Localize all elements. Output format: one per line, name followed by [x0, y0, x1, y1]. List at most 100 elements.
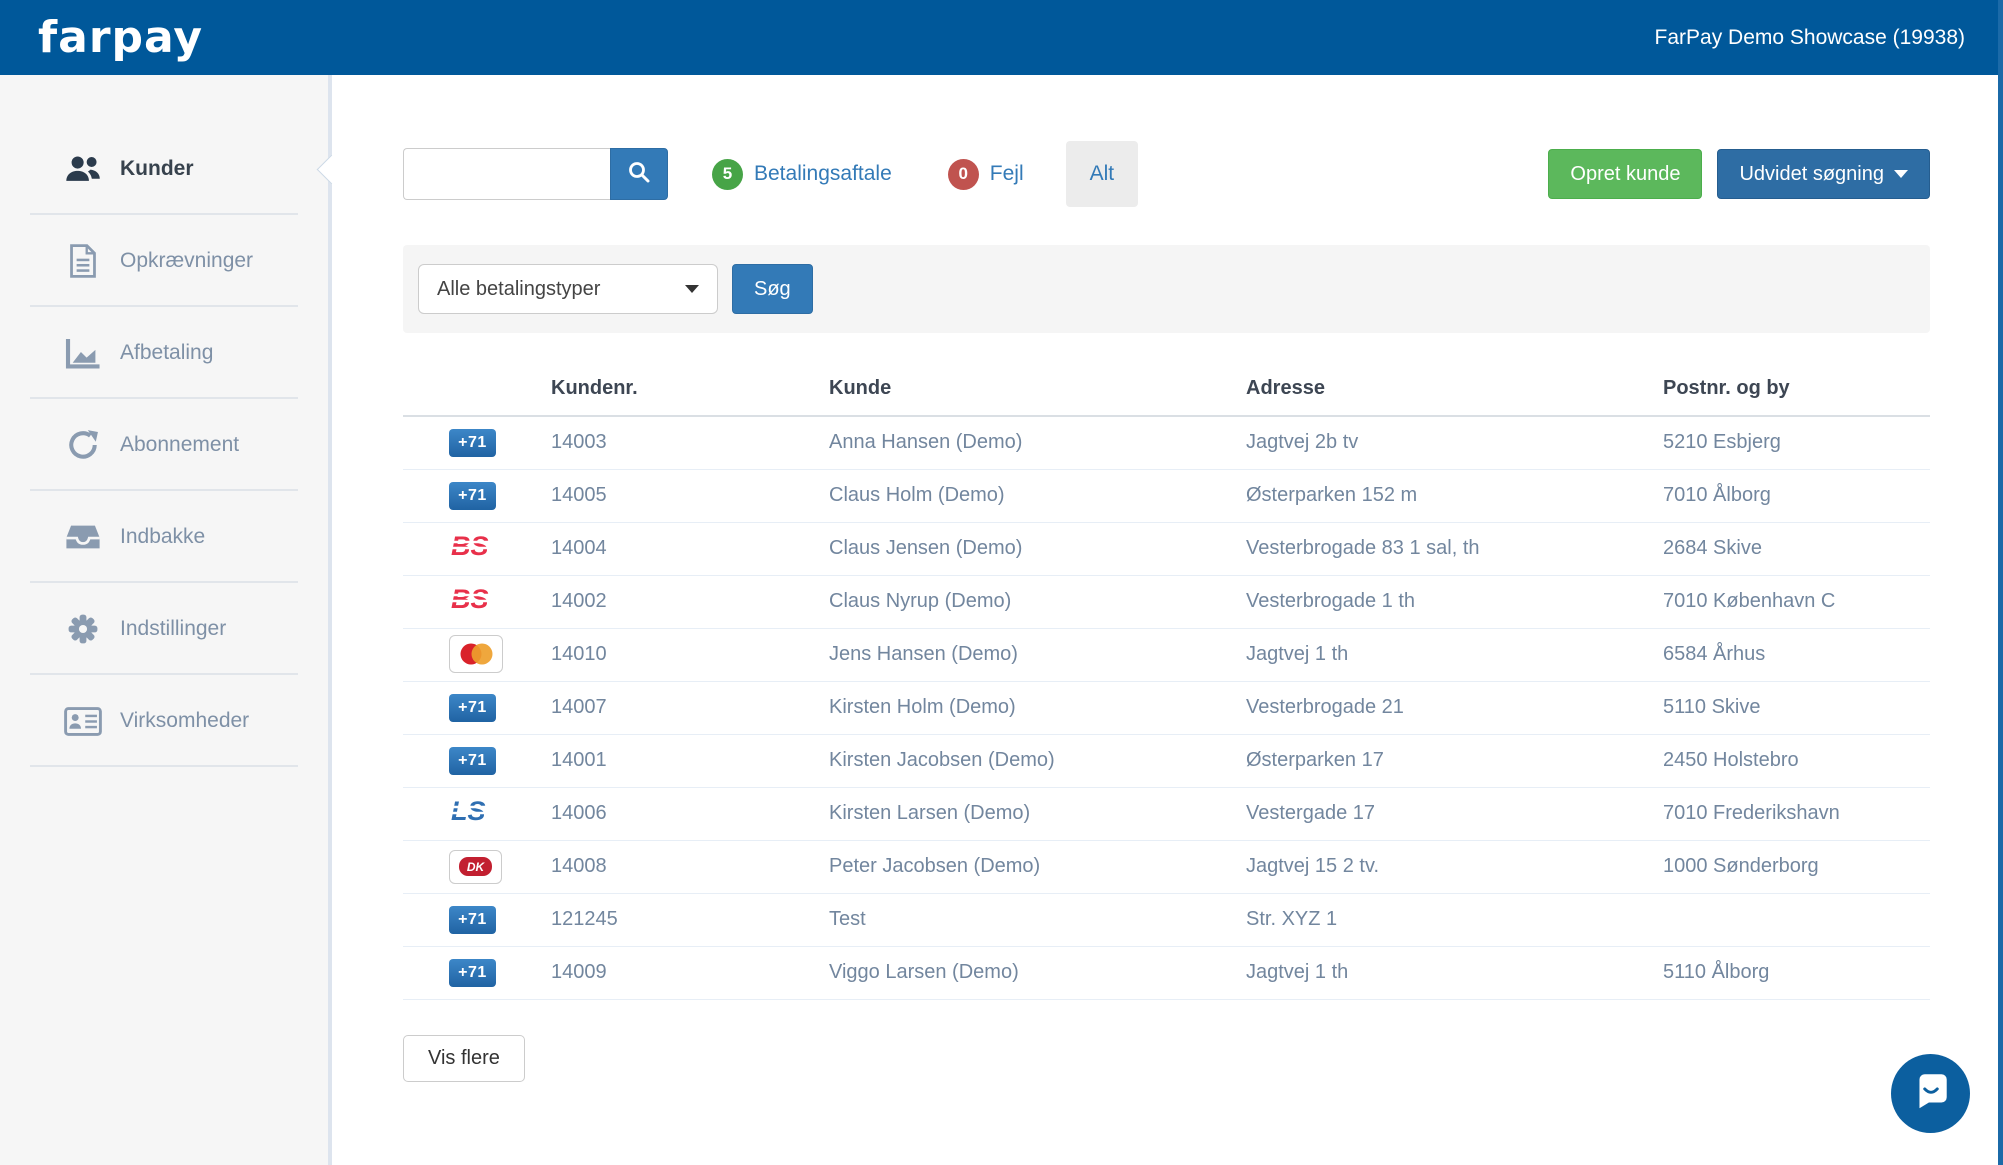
cell-adresse: Jagtvej 1 th [1246, 628, 1663, 682]
payment-type-dankort-icon: DK [403, 840, 551, 894]
cell-postnr: 5210 Esbjerg [1663, 416, 1930, 470]
cell-kunde: Kirsten Larsen (Demo) [829, 787, 1246, 841]
svg-text:BS: BS [451, 531, 489, 561]
sidebar-item-opkrævninger[interactable]: Opkrævninger [0, 215, 328, 307]
sidebar-item-label: Opkrævninger [120, 249, 254, 272]
inbox-icon [60, 523, 106, 551]
filter-search-button[interactable]: Søg [732, 264, 813, 314]
cell-adresse: Vestergade 17 [1246, 787, 1663, 841]
cell-kundenr: 14001 [551, 734, 829, 788]
cell-kunde: Jens Hansen (Demo) [829, 628, 1246, 682]
sidebar-item-label: Indbakke [120, 525, 206, 548]
payment-type-fik71-icon: +71 [403, 893, 551, 947]
customer-table: Kundenr. Kunde Adresse Postnr. og by +71… [403, 363, 1930, 1000]
customer-table-body: +71 14003 Anna Hansen (Demo) Jagtvej 2b tv 5… [403, 416, 1930, 1000]
main-content: 5 Betalingsaftale 0 Fejl Alt Opret kunde… [332, 75, 2003, 1165]
table-row[interactable]: +71 14001 Kirsten Jacobsen (Demo) Østerpark… [403, 734, 1930, 788]
cell-kunde: Viggo Larsen (Demo) [829, 946, 1246, 1000]
payment-type-bs-icon: BS [403, 522, 551, 576]
header-kundenr: Kundenr. [551, 363, 829, 417]
payment-type-bs-icon: BS [403, 575, 551, 629]
cell-adresse: Jagtvej 1 th [1246, 946, 1663, 1000]
sidebar-item-kunder[interactable]: Kunder [0, 123, 347, 215]
cell-kunde: Claus Nyrup (Demo) [829, 575, 1246, 629]
cell-kundenr: 14006 [551, 787, 829, 841]
cell-kunde: Anna Hansen (Demo) [829, 416, 1246, 470]
table-row[interactable]: LS 14006 Kirsten Larsen (Demo) Vestergade … [403, 787, 1930, 841]
tab-all[interactable]: Alt [1065, 141, 1139, 207]
error-count-badge: 0 [947, 158, 979, 190]
error-counter: 0 Fejl [947, 158, 1024, 190]
search-group [403, 148, 668, 200]
toolbar: 5 Betalingsaftale 0 Fejl Alt Opret kunde… [403, 141, 1930, 207]
cell-kunde: Kirsten Holm (Demo) [829, 681, 1246, 735]
cell-kundenr: 14002 [551, 575, 829, 629]
filter-panel: Alle betalingstyper Søg [403, 245, 1930, 333]
sidebar: Kunder Opkrævninger Afbetaling Abonnemen… [0, 75, 347, 1165]
toolbar-right-buttons: Opret kunde Udvidet søgning [1548, 149, 1930, 199]
select-caret-icon [685, 285, 699, 293]
payment-agreement-count-badge: 5 [712, 158, 743, 190]
payment-type-selected: Alle betalingstyper [437, 277, 601, 300]
cell-adresse: Vesterbrogade 1 th [1246, 575, 1663, 629]
cell-postnr: 1000 Sønderborg [1663, 840, 1930, 894]
cell-kundenr: 14003 [551, 416, 829, 470]
table-row[interactable]: +71 14005 Claus Holm (Demo) Østerparken 152… [403, 469, 1930, 523]
table-row[interactable]: +71 14007 Kirsten Holm (Demo) Vesterbrogade… [403, 681, 1930, 735]
payment-type-ls-icon: LS [403, 787, 551, 841]
cell-kundenr: 14008 [551, 840, 829, 894]
table-row[interactable]: DK 14008 Peter Jacobsen (Demo) Jagtvej 15 2… [403, 840, 1930, 894]
farpay-logo[interactable]: farpay [38, 11, 204, 63]
cell-kunde: Claus Holm (Demo) [829, 469, 1246, 523]
show-more-button[interactable]: Vis flere [403, 1034, 525, 1082]
sidebar-item-afbetaling[interactable]: Afbetaling [0, 307, 328, 399]
header-postnr: Postnr. og by [1663, 363, 1930, 417]
header-kunde: Kunde [829, 363, 1246, 417]
payment-agreement-counter: 5 Betalingsaftale [712, 158, 892, 190]
payment-agreement-link[interactable]: Betalingsaftale [754, 162, 892, 185]
cell-postnr: 7010 København C [1663, 575, 1930, 629]
search-icon [627, 160, 651, 189]
sidebar-item-virksomheder[interactable]: Virksomheder [0, 675, 328, 767]
sidebar-item-label: Virksomheder [120, 709, 250, 732]
cell-adresse: Østerparken 17 [1246, 734, 1663, 788]
payment-type-select[interactable]: Alle betalingstyper [418, 264, 718, 314]
cell-kundenr: 14005 [551, 469, 829, 523]
sidebar-item-label: Afbetaling [120, 341, 214, 364]
cell-postnr: 6584 Århus [1663, 628, 1930, 682]
advanced-search-button[interactable]: Udvidet søgning [1717, 149, 1930, 199]
header-adresse: Adresse [1246, 363, 1663, 417]
payment-type-fik71-icon: +71 [403, 734, 551, 788]
cell-postnr: 2684 Skive [1663, 522, 1930, 576]
create-customer-button[interactable]: Opret kunde [1548, 149, 1703, 199]
search-input[interactable] [403, 148, 610, 200]
error-link[interactable]: Fejl [989, 162, 1024, 185]
cell-kundenr: 121245 [551, 893, 829, 947]
payment-type-fik71-icon: +71 [403, 946, 551, 1000]
table-row[interactable]: BS 14002 Claus Nyrup (Demo) Vesterbrogade … [403, 575, 1930, 629]
sidebar-item-abonnement[interactable]: Abonnement [0, 399, 328, 491]
cell-postnr: 5110 Skive [1663, 681, 1930, 735]
cell-kundenr: 14010 [551, 628, 829, 682]
window-edge [1998, 0, 2003, 1165]
chat-bubble-icon [1909, 1069, 1953, 1118]
payment-type-fik71-icon: +71 [403, 416, 551, 470]
chart-icon [60, 338, 106, 369]
sidebar-item-indbakke[interactable]: Indbakke [0, 491, 328, 583]
cell-postnr [1663, 893, 1930, 947]
table-row[interactable]: +71 121245 Test Str. XYZ 1 [403, 893, 1930, 947]
table-row[interactable]: 14010 Jens Hansen (Demo) Jagtvej 1 th 6584 … [403, 628, 1930, 682]
chat-launcher-button[interactable] [1891, 1054, 1970, 1133]
table-row[interactable]: BS 14004 Claus Jensen (Demo) Vesterbrogade… [403, 522, 1930, 576]
payment-type-fik71-icon: +71 [403, 681, 551, 735]
sidebar-item-indstillinger[interactable]: Indstillinger [0, 583, 328, 675]
search-button[interactable] [610, 148, 668, 200]
cell-adresse: Vesterbrogade 83 1 sal, th [1246, 522, 1663, 576]
table-row[interactable]: +71 14003 Anna Hansen (Demo) Jagtvej 2b tv 5… [403, 416, 1930, 470]
table-row[interactable]: +71 14009 Viggo Larsen (Demo) Jagtvej 1 th 5… [403, 946, 1930, 1000]
top-header: farpay FarPay Demo Showcase (19938) [0, 0, 2003, 75]
cell-postnr: 7010 Ålborg [1663, 469, 1930, 523]
chevron-down-icon [1894, 170, 1908, 178]
account-name: FarPay Demo Showcase (19938) [1654, 25, 1965, 49]
cell-postnr: 7010 Frederikshavn [1663, 787, 1930, 841]
